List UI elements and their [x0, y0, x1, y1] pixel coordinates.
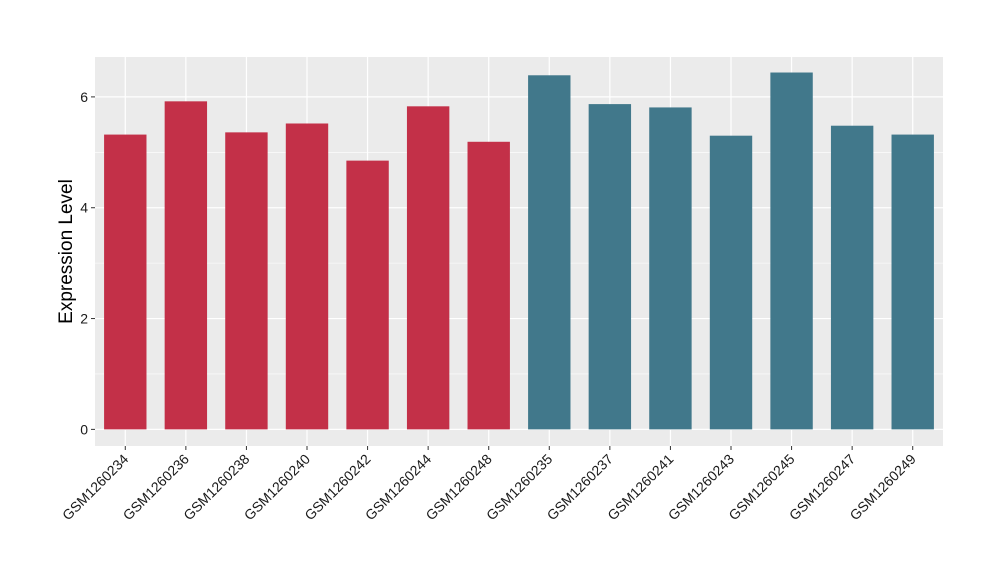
bar-GSM1260248: [467, 141, 510, 430]
bar-GSM1260242: [346, 160, 389, 430]
bar-GSM1260247: [830, 125, 874, 430]
bar-GSM1260243: [709, 135, 753, 430]
bar-GSM1260234: [104, 134, 147, 430]
bar-GSM1260237: [588, 104, 632, 430]
x-axis: GSM1260234GSM1260236GSM1260238GSM1260240…: [59, 446, 919, 523]
bar-GSM1260245: [770, 72, 813, 430]
bar-GSM1260244: [406, 106, 450, 430]
bar-GSM1260240: [285, 123, 329, 430]
bar-GSM1260249: [891, 134, 934, 430]
bar-GSM1260236: [164, 101, 208, 430]
y-axis-title: Expression Level: [56, 179, 77, 324]
bar-GSM1260235: [528, 75, 571, 430]
y-tick-label: 2: [80, 311, 88, 327]
y-tick-label: 0: [80, 421, 88, 437]
y-tick-label: 4: [80, 200, 88, 216]
plot-panel: [95, 57, 943, 446]
y-tick-label: 6: [80, 89, 88, 105]
bar-GSM1260238: [225, 132, 268, 430]
bar-GSM1260241: [649, 107, 692, 430]
y-axis: 0 2 4 6: [80, 89, 95, 437]
bars: [104, 72, 934, 430]
